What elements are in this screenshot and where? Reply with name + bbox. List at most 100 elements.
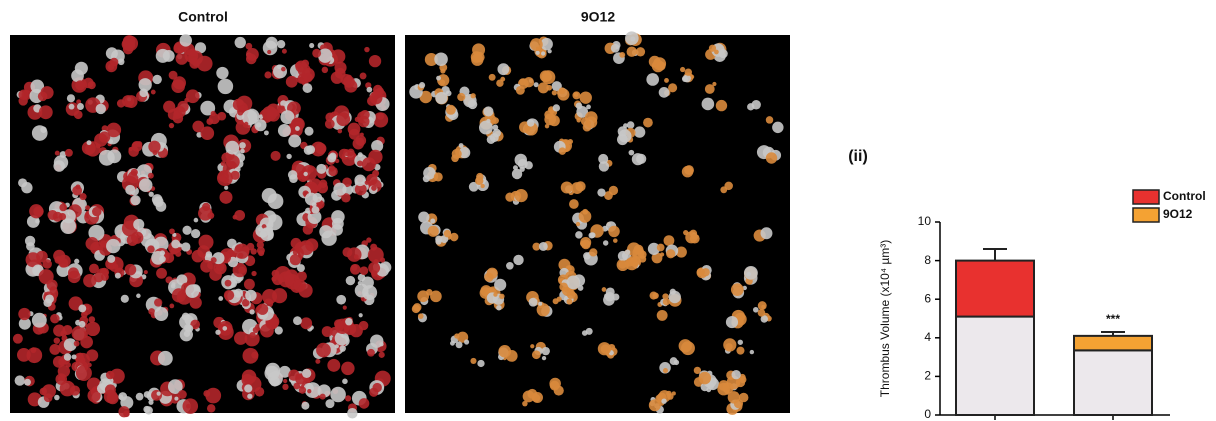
cell <box>715 99 728 112</box>
cell <box>243 121 249 127</box>
cell <box>492 117 499 124</box>
cell <box>371 185 377 191</box>
cell <box>579 91 592 104</box>
cell <box>171 288 187 303</box>
cell <box>162 49 175 62</box>
cell <box>220 161 226 166</box>
cell <box>321 230 337 246</box>
cell <box>316 182 329 194</box>
cell <box>680 66 686 73</box>
cell <box>301 401 310 410</box>
cell <box>373 259 379 265</box>
cell <box>73 340 80 347</box>
cell <box>468 181 479 192</box>
cell <box>303 171 308 177</box>
cell <box>463 339 470 345</box>
cell <box>118 392 128 401</box>
cell <box>116 99 126 108</box>
cell <box>194 42 207 54</box>
cell <box>73 110 83 120</box>
cell <box>219 175 227 182</box>
cell <box>577 285 584 291</box>
cell <box>418 82 426 89</box>
cell <box>458 146 471 159</box>
cell <box>454 333 460 339</box>
cell <box>217 111 227 121</box>
cell <box>85 205 91 211</box>
cell <box>535 50 540 55</box>
cell <box>83 274 97 288</box>
cell <box>470 93 476 99</box>
cell <box>511 168 523 180</box>
cell <box>167 379 183 394</box>
cell <box>752 306 759 313</box>
cell <box>572 91 581 100</box>
cell <box>43 298 52 307</box>
cell <box>202 202 211 212</box>
cell <box>179 328 193 342</box>
cell <box>356 137 365 146</box>
cell <box>602 240 609 246</box>
cell <box>681 341 695 356</box>
cell <box>263 130 269 136</box>
cell <box>681 76 688 83</box>
cell <box>523 76 535 88</box>
cell <box>169 228 175 235</box>
cell <box>619 51 626 58</box>
cell <box>243 278 255 290</box>
cell <box>189 296 202 309</box>
cell <box>265 36 278 49</box>
bar-segment <box>955 315 1035 417</box>
cell <box>424 52 438 67</box>
cell <box>192 120 205 133</box>
cell <box>64 148 73 157</box>
cell <box>177 390 187 399</box>
cell <box>357 273 366 282</box>
cell <box>377 112 385 120</box>
cell <box>163 252 175 264</box>
cell <box>203 390 211 397</box>
cell <box>24 378 31 386</box>
cell <box>558 147 567 155</box>
cell <box>538 301 543 306</box>
cell <box>171 79 185 94</box>
cell <box>604 191 613 200</box>
cell <box>130 195 141 206</box>
bar-segment <box>1073 349 1153 416</box>
cell <box>333 182 347 196</box>
cell <box>50 313 60 324</box>
cell <box>62 325 73 336</box>
cell <box>61 335 68 342</box>
cell <box>249 309 255 315</box>
cell <box>130 168 138 176</box>
cell <box>159 250 166 256</box>
cell <box>316 342 331 358</box>
cell <box>87 81 96 90</box>
cell <box>103 389 118 404</box>
cell <box>191 228 201 239</box>
cell <box>133 218 145 231</box>
cell <box>575 231 583 239</box>
cell <box>433 172 443 182</box>
cell <box>658 87 670 98</box>
cell <box>698 371 712 385</box>
cell <box>712 81 717 87</box>
cell <box>250 248 257 255</box>
cell <box>760 315 768 323</box>
cell <box>532 242 541 251</box>
cell <box>662 293 669 300</box>
cell <box>486 135 496 144</box>
cell <box>496 79 504 87</box>
cell <box>331 49 346 64</box>
cell <box>597 188 606 197</box>
cell <box>427 225 439 237</box>
cell <box>358 398 370 409</box>
cell <box>86 349 99 362</box>
cell <box>79 193 87 201</box>
cell <box>364 180 370 185</box>
cell <box>92 206 102 217</box>
cell <box>560 181 573 194</box>
cell <box>349 324 363 338</box>
cell <box>610 43 620 53</box>
cell <box>154 307 169 321</box>
